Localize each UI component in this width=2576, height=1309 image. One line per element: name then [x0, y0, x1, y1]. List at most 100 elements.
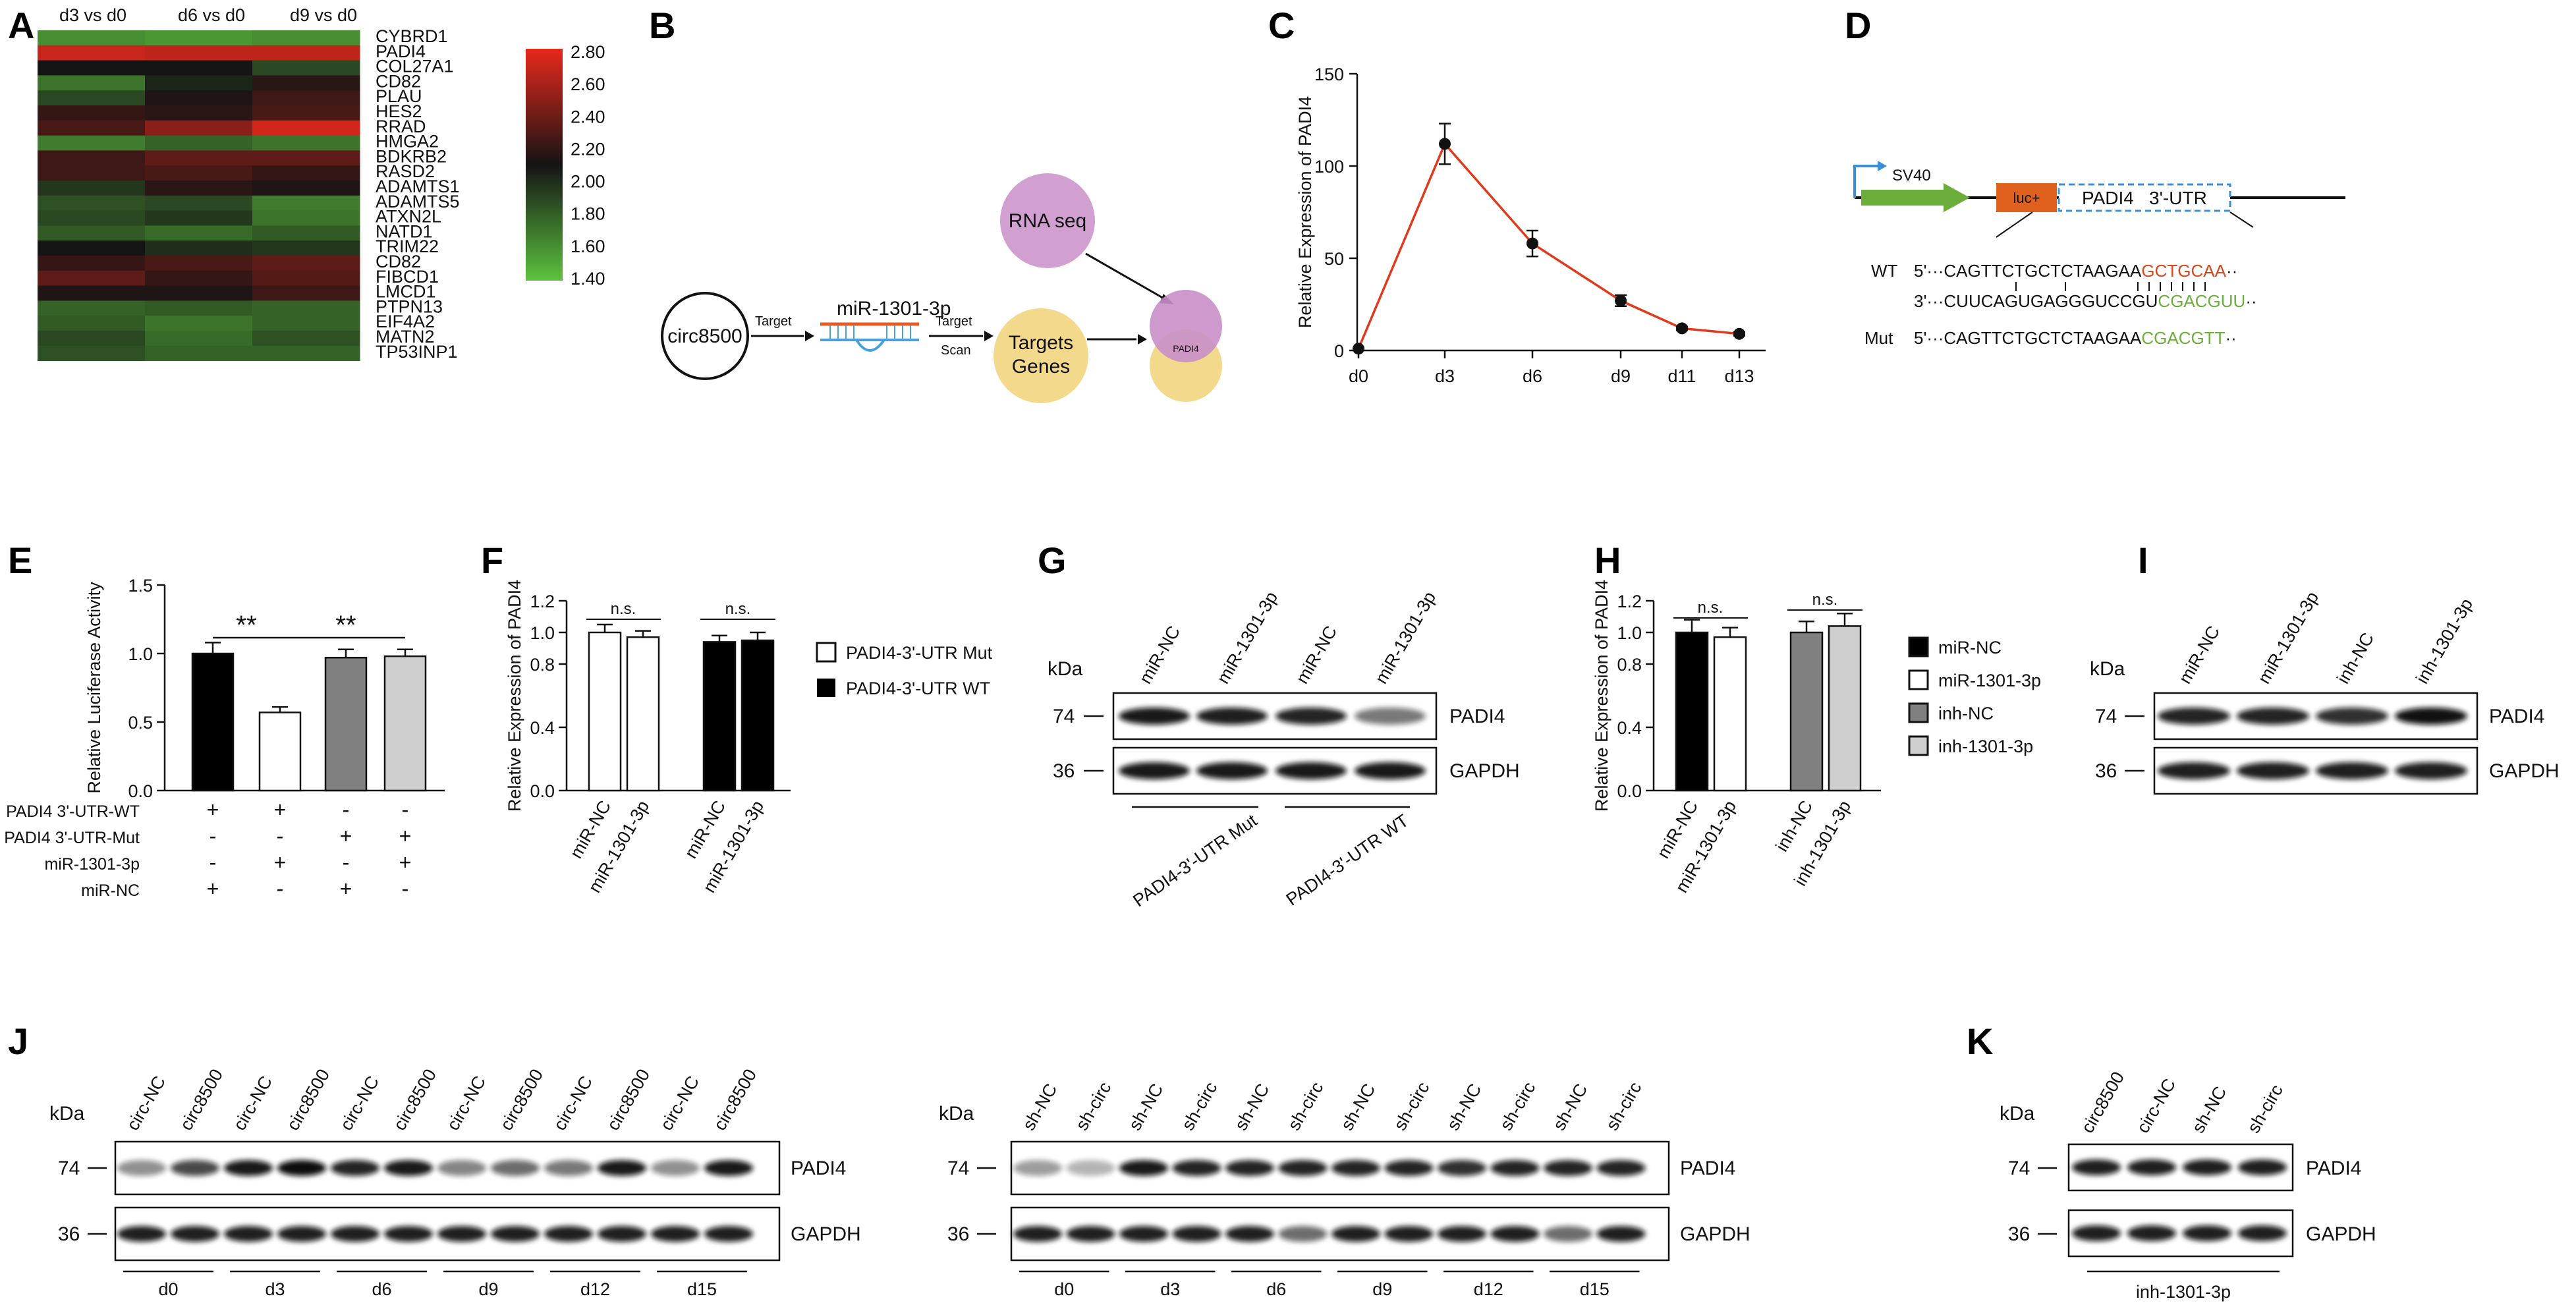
j-padi4-band: [1384, 1160, 1434, 1176]
e-bars: [191, 642, 427, 792]
j-day-label: d3: [1160, 1279, 1180, 1299]
heatmap-cell: [38, 165, 146, 181]
h-y-label: Relative Expression of PADI4: [1592, 580, 1611, 812]
heatmap-cell: [38, 105, 146, 121]
heatmap-cell: [252, 195, 360, 211]
i-gapdh-band: [2237, 762, 2309, 779]
j-left-padi4-frame: [114, 1140, 781, 1196]
mut-sequence: 5'···CAGTTCTGCTCTAAGAACGACGTT··: [1914, 328, 2237, 348]
heatmap-cell: [38, 240, 146, 256]
f-y-tick-label: 0.0: [530, 781, 555, 801]
i-gapdh-band: [2158, 762, 2230, 779]
h-bar: [1713, 636, 1747, 792]
j-day-label: d3: [265, 1279, 285, 1299]
heatmap-gene-label: LMCD1: [376, 282, 436, 302]
c-data-point: [1353, 343, 1364, 355]
panel-g-blot: kDa miR-NC miR-1301-3p miR-NC miR-1301-3p 7…: [1048, 588, 1520, 911]
j-gapdh-band: [277, 1226, 326, 1242]
heatmap-cell: [252, 60, 360, 76]
e-row-sign: -: [210, 850, 217, 874]
mir-seq-site: CGACGUU: [2158, 291, 2245, 311]
lane-label: sh-circ: [1072, 1078, 1115, 1134]
j-padi4-band: [331, 1160, 379, 1176]
f-y-label: Relative Expression of PADI4: [505, 580, 524, 812]
heatmap-cell: [145, 120, 253, 136]
e-bar: [383, 655, 427, 792]
heatmap-cell: [145, 210, 253, 226]
j-gapdh-band: [1438, 1226, 1486, 1242]
lane-label: circ8500: [176, 1066, 227, 1134]
j-marker-36-right: 36: [947, 1223, 969, 1245]
f-bar: [741, 639, 775, 792]
heatmap-cell: [252, 285, 360, 301]
f-legend-mut: PADI4-3'-UTR Mut: [846, 643, 993, 663]
heatmap-cell: [38, 75, 146, 91]
h-legend: miR-NC miR-1301-3p inh-NC inh-1301-3p: [1908, 636, 2041, 756]
i-padi4-band: [2316, 708, 2388, 725]
panel-k-blot: kDa circ8500 circ-NC sh-NC sh-circ 74 36 PA…: [2000, 1069, 2376, 1302]
i-gapdh-frame: [2153, 746, 2478, 795]
heatmap-cell: [38, 60, 146, 76]
h-legend-swatch: [1908, 636, 1929, 657]
heatmap-scale-tick: 2.00: [571, 172, 605, 192]
rna-seq-circle: [1000, 173, 1095, 268]
g-marker-36: 36: [1053, 760, 1075, 782]
f-legend-wt: PADI4-3'-UTR WT: [846, 679, 990, 698]
mut-seq-prefix: 5'···CAGTTCTGCTCTAAGAA: [1914, 328, 2142, 348]
f-ns-label-1: n.s.: [611, 600, 636, 618]
i-bands: [2158, 708, 2467, 779]
lane-label: sh-circ: [1496, 1078, 1540, 1134]
f-y-tick-label: 0.8: [530, 655, 555, 675]
e-y-tick-label: 0.5: [128, 713, 153, 733]
c-data-point: [1676, 322, 1688, 335]
heatmap-cell: [145, 60, 253, 76]
j-padi4-band: [1119, 1160, 1168, 1176]
circrna-circle: [661, 292, 749, 380]
e-y-tick-label: 0.0: [128, 781, 153, 801]
heatmap-cell: [145, 90, 253, 106]
heatmap-gene-label: RASD2: [376, 161, 435, 181]
e-row-sign: +: [274, 850, 287, 874]
e-ticks: 0.0 0.5 1.0 1.5: [128, 576, 165, 801]
j-padi4-band: [1172, 1160, 1221, 1176]
heatmap-gene-labels: CYBRD1PADI4COL27A1CD82PLAUHES2RRADHMGA2B…: [376, 26, 460, 362]
mirna-sequence: 3'···CUUCAGUGAGGGUCCGUCGACGUU··: [1914, 291, 2257, 311]
i-kda-label: kDa: [2090, 658, 2125, 680]
j-padi4-band: [1596, 1160, 1646, 1176]
heatmap-cell: [252, 45, 360, 61]
heatmap-gene-label: BDKRB2: [376, 146, 447, 166]
lane-label: circ8500: [496, 1066, 547, 1134]
lane-label: sh-NC: [1549, 1080, 1591, 1134]
k-group-label: inh-1301-3p: [2136, 1282, 2231, 1302]
k-gapdh-band: [2238, 1225, 2287, 1241]
heatmap-cell: [252, 225, 360, 241]
j-padi4-band: [1013, 1160, 1062, 1176]
j-gapdh-band: [171, 1226, 219, 1242]
heatmap-gene-label: EIF4A2: [376, 312, 435, 331]
lane-label: sh-circ: [2243, 1081, 2287, 1136]
j-gapdh-band: [1172, 1226, 1221, 1242]
lane-label: sh-circ: [1178, 1078, 1221, 1134]
e-row-label: PADI4 3'-UTR-WT: [6, 802, 140, 821]
i-gapdh-band: [2395, 762, 2467, 779]
c-x-tick-label: d6: [1523, 366, 1542, 386]
panel-label-b: B: [649, 5, 675, 46]
arrowhead-icon: [1878, 161, 1887, 171]
promoter-arrow-icon: [1853, 165, 1878, 198]
j-padi4-band: [544, 1160, 593, 1176]
heatmap-cell: [38, 256, 146, 271]
heatmap-gene-label: NATD1: [376, 221, 433, 241]
heatmap-scale-tick: 2.20: [571, 139, 605, 159]
heatmap-cell: [252, 105, 360, 121]
j-gapdh-band: [437, 1226, 486, 1242]
h-ticks: 0.0 0.4 0.8 1.0 1.2: [1617, 592, 1654, 801]
k-lane-labels: circ8500 circ-NC sh-NC sh-circ: [2077, 1069, 2287, 1136]
mut-label: Mut: [1864, 328, 1893, 348]
heatmap-gene-label: CD82: [376, 71, 421, 91]
panel-label-j: J: [8, 1020, 28, 1062]
j-day-label: d0: [1054, 1279, 1074, 1299]
wt-label: WT: [1871, 261, 1898, 281]
j-gapdh-band: [598, 1226, 646, 1242]
panel-c-line-chart: Relative Expression of PADI4 0 50 100 150 d0…: [1295, 65, 1766, 386]
k-kda-label: kDa: [2000, 1103, 2035, 1125]
